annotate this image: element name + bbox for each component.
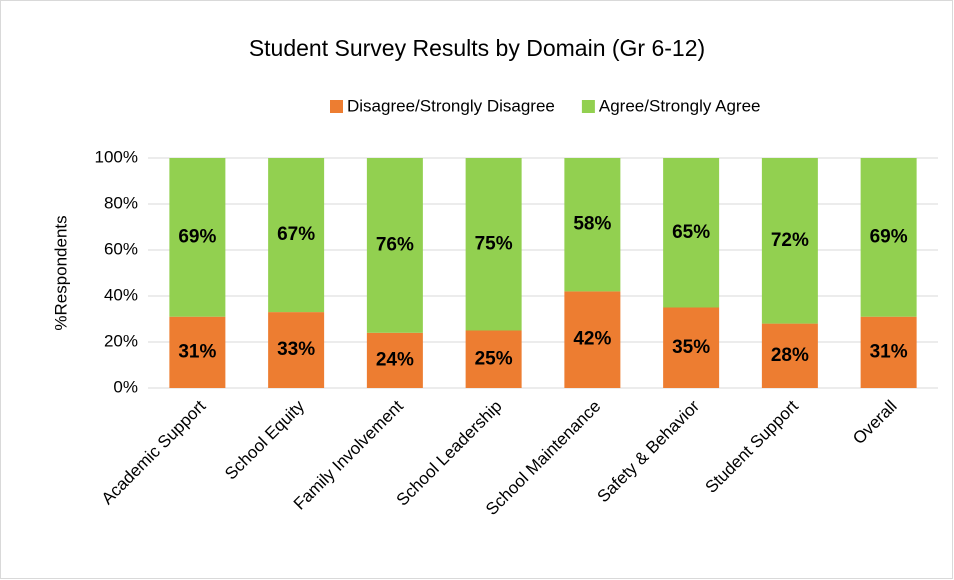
bar-segment xyxy=(268,158,325,313)
y-tick-label: 100% xyxy=(95,147,138,166)
bar-segment xyxy=(663,307,720,388)
bar-segment xyxy=(860,316,917,388)
data-label: 69% xyxy=(870,226,908,247)
data-label: 65% xyxy=(672,222,710,243)
data-label: 69% xyxy=(178,226,216,247)
bar-segment xyxy=(663,158,720,308)
bar-segment xyxy=(564,291,621,388)
bar-segment xyxy=(761,158,818,324)
bar-segment xyxy=(465,158,522,331)
legend-swatch xyxy=(330,100,343,113)
bar-segment xyxy=(366,332,423,388)
legend-label: Agree/Strongly Agree xyxy=(599,96,761,115)
y-tick-label: 0% xyxy=(113,377,138,396)
data-label: 28% xyxy=(771,345,809,366)
bar-segment xyxy=(169,158,226,317)
bar-segment xyxy=(465,330,522,388)
data-label: 75% xyxy=(475,233,513,254)
data-label: 25% xyxy=(475,348,513,369)
bar-segment xyxy=(761,323,818,388)
data-label: 42% xyxy=(573,329,611,350)
y-tick-label: 80% xyxy=(104,193,138,212)
y-tick-label: 20% xyxy=(104,331,138,350)
data-label: 24% xyxy=(376,349,414,370)
y-axis-label: %Respondents xyxy=(51,215,70,330)
bar-segment xyxy=(169,316,226,388)
data-label: 35% xyxy=(672,337,710,358)
y-tick-label: 60% xyxy=(104,239,138,258)
data-label: 31% xyxy=(178,341,216,362)
chart-title: Student Survey Results by Domain (Gr 6-1… xyxy=(249,35,705,61)
data-label: 31% xyxy=(870,341,908,362)
data-label: 58% xyxy=(573,214,611,235)
data-label: 72% xyxy=(771,230,809,251)
data-label: 33% xyxy=(277,339,315,360)
data-label: 67% xyxy=(277,224,315,245)
bar-segment xyxy=(268,312,325,388)
bar-segment xyxy=(366,158,423,333)
legend-swatch xyxy=(581,100,595,113)
y-tick-label: 40% xyxy=(104,285,138,304)
bar-segment xyxy=(564,158,621,292)
bar-segment xyxy=(860,158,917,317)
data-label: 76% xyxy=(376,234,414,255)
legend-label: Disagree/Strongly Disagree xyxy=(347,96,555,115)
